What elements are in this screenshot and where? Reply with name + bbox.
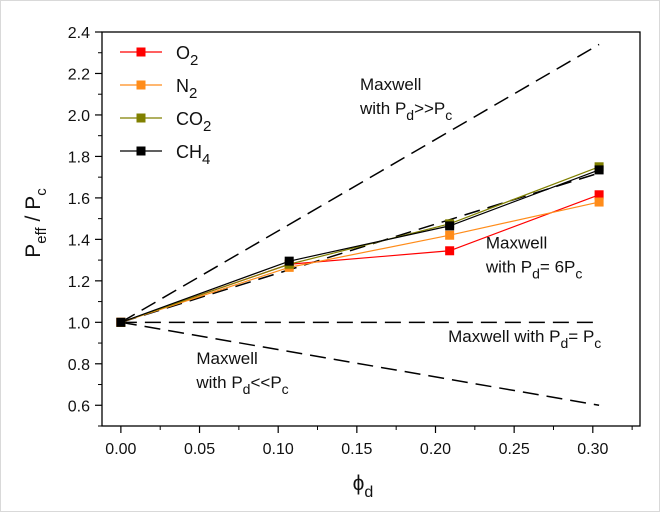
- x-axis-title: ϕd: [353, 472, 374, 501]
- data-point: [445, 246, 455, 256]
- data-point: [445, 221, 455, 231]
- reference-line-3: [120, 321, 600, 407]
- annotation-1-label: with Pd= 6Pc: [485, 258, 583, 282]
- y-tick-label: 2.0: [68, 108, 90, 125]
- annotation-1-title: Maxwell: [486, 234, 547, 253]
- y-tick-label: 1.0: [68, 315, 90, 332]
- x-tick-label: 0.20: [420, 441, 451, 458]
- y-tick-label: 2.4: [68, 25, 90, 42]
- y-tick-label: 1.4: [68, 232, 90, 249]
- x-tick-label: 0.05: [184, 441, 215, 458]
- y-tick-label: 0.6: [68, 398, 90, 415]
- legend-marker: [136, 80, 146, 90]
- data-point: [594, 197, 604, 207]
- x-tick-label: 0.10: [263, 441, 294, 458]
- annotation-3-title: Maxwell: [196, 349, 257, 368]
- legend-label: CH4: [176, 142, 210, 168]
- data-point: [116, 317, 126, 327]
- plot-area-frame: [101, 31, 641, 427]
- legend-marker: [136, 146, 146, 156]
- y-axis-title: Peff / Pc: [22, 188, 50, 258]
- y-tick-label: 2.2: [68, 66, 90, 83]
- y-tick-label: 1.8: [68, 149, 90, 166]
- series-line-ch4: [120, 169, 600, 323]
- reference-line-1: [120, 172, 600, 324]
- x-tick-label: 0.00: [105, 441, 136, 458]
- x-tick-label: 0.25: [499, 441, 530, 458]
- y-tick-label: 0.8: [68, 357, 90, 374]
- reference-line-0: [120, 43, 600, 323]
- data-point: [284, 256, 294, 266]
- legend-label: O2: [176, 43, 198, 69]
- annotation-0-title: Maxwell: [360, 75, 421, 94]
- y-tick-label: 1.2: [68, 274, 90, 291]
- series-line-n2: [120, 201, 600, 323]
- legend-marker: [136, 113, 146, 123]
- y-tick-label: 1.6: [68, 191, 90, 208]
- legend-label: N2: [176, 76, 197, 102]
- annotation-2-label: Maxwell with Pd= Pc: [448, 327, 601, 351]
- data-point: [594, 190, 604, 200]
- legend-label: CO2: [176, 109, 211, 135]
- legend-marker: [136, 47, 146, 57]
- data-point: [445, 230, 455, 240]
- annotation-0-label: with Pd>>Pc: [359, 99, 452, 123]
- annotation-3-label: with Pd<<Pc: [195, 373, 288, 397]
- data-point: [594, 165, 604, 175]
- x-tick-label: 0.15: [341, 441, 372, 458]
- x-tick-label: 0.30: [577, 441, 608, 458]
